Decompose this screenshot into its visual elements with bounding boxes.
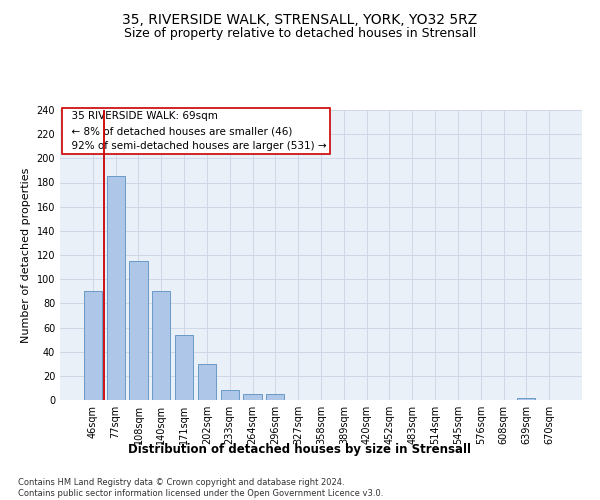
Bar [175,335,193,400]
Bar [107,176,125,400]
Bar [517,398,535,400]
Bar [152,291,170,400]
Bar [221,390,239,400]
Text: 35 RIVERSIDE WALK: 69sqm
  ← 8% of detached houses are smaller (46)
  92% of sem: 35 RIVERSIDE WALK: 69sqm ← 8% of detache… [65,112,327,151]
Bar [266,394,284,400]
Bar [198,364,216,400]
Text: Size of property relative to detached houses in Strensall: Size of property relative to detached ho… [124,28,476,40]
Text: 35, RIVERSIDE WALK, STRENSALL, YORK, YO32 5RZ: 35, RIVERSIDE WALK, STRENSALL, YORK, YO3… [122,12,478,26]
Y-axis label: Number of detached properties: Number of detached properties [21,168,31,342]
Bar [130,261,148,400]
Text: Distribution of detached houses by size in Strensall: Distribution of detached houses by size … [128,442,472,456]
Bar [244,394,262,400]
Text: Contains HM Land Registry data © Crown copyright and database right 2024.
Contai: Contains HM Land Registry data © Crown c… [18,478,383,498]
Bar [84,291,102,400]
